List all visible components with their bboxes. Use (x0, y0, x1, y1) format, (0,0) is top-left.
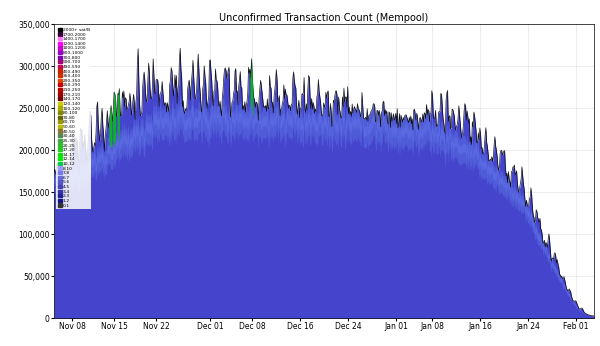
Title: Unconfirmed Transaction Count (Mempool): Unconfirmed Transaction Count (Mempool) (220, 13, 428, 24)
Legend: 2000+ sat/B, 1700-2000, 1400-1700, 1200-1400, 1000-1200, 800-1000, 700-800, 590-: 2000+ sat/B, 1700-2000, 1400-1700, 1200-… (56, 26, 91, 209)
